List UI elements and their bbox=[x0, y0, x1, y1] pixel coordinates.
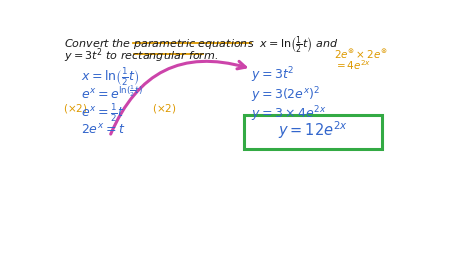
Text: $y = 3t^2$ to rectangular form.: $y = 3t^2$ to rectangular form. bbox=[64, 47, 218, 65]
Text: $y = 12e^{2x}$: $y = 12e^{2x}$ bbox=[278, 119, 347, 141]
Text: Convert the parametric equations  $x = \ln\!\left(\frac{1}{2}t\right)$ and: Convert the parametric equations $x = \l… bbox=[64, 35, 338, 56]
Text: $y = 3\left(2e^x\right)^2$: $y = 3\left(2e^x\right)^2$ bbox=[251, 85, 321, 105]
FancyArrowPatch shape bbox=[111, 61, 246, 134]
Text: $(\times 2)$: $(\times 2)$ bbox=[63, 102, 88, 115]
Text: $y = 3t^2$: $y = 3t^2$ bbox=[251, 66, 295, 85]
Text: $y = 3 \times 4e^{2x}$: $y = 3 \times 4e^{2x}$ bbox=[251, 104, 327, 124]
Text: $(\times 2)$: $(\times 2)$ bbox=[152, 102, 177, 115]
FancyBboxPatch shape bbox=[245, 115, 382, 149]
Text: $= 4e^{2x}$: $= 4e^{2x}$ bbox=[334, 58, 372, 72]
Text: $x = \ln\!\left(\frac{1}{2}t\right)$: $x = \ln\!\left(\frac{1}{2}t\right)$ bbox=[81, 66, 139, 88]
Text: $2e^{\otimes} \times 2e^{\otimes}$: $2e^{\otimes} \times 2e^{\otimes}$ bbox=[334, 48, 388, 61]
Text: $e^x = e^{\ln(\frac{1}{2}t)}$: $e^x = e^{\ln(\frac{1}{2}t)}$ bbox=[81, 85, 143, 102]
Text: $e^x = \frac{1}{2}t$: $e^x = \frac{1}{2}t$ bbox=[81, 102, 125, 124]
Text: $2e^x = t$: $2e^x = t$ bbox=[81, 123, 125, 137]
